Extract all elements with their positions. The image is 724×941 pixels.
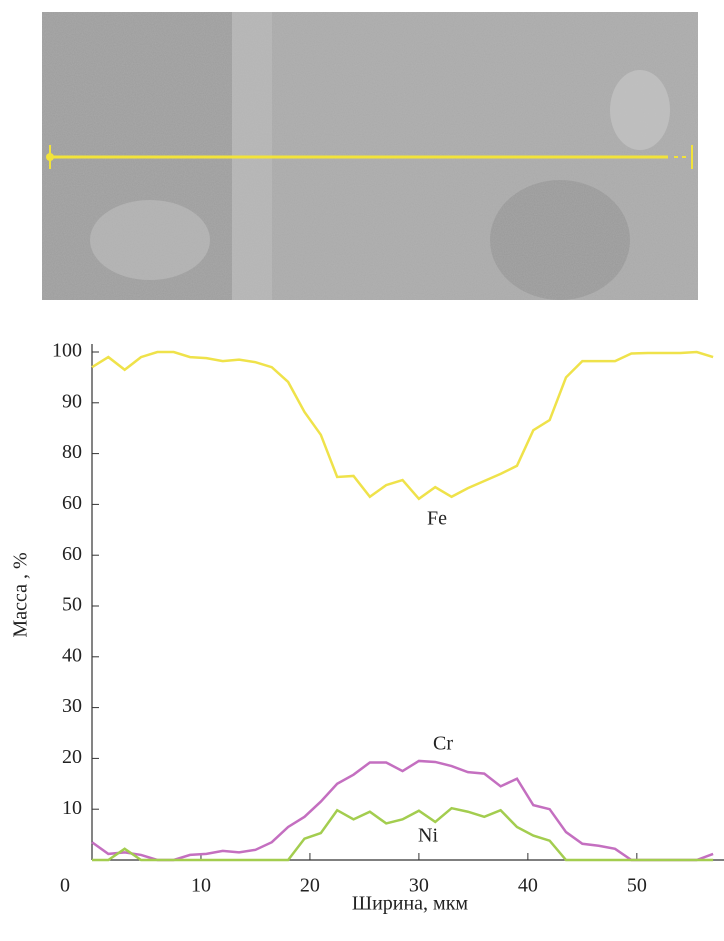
series-label: Ni [418,825,438,847]
x-tick-label: 20 [300,875,320,897]
series-line [91,759,714,862]
y-tick-label: 30 [62,695,82,717]
x-tick-label: 30 [409,875,429,897]
x-axis-title: Ширина, мкм [352,893,469,915]
y-tick-label: 60 [62,492,82,514]
y-tick-label: 60 [62,543,82,565]
series-line [92,806,714,862]
y-tick-label: 100 [52,340,82,362]
y-tick-label: 20 [62,746,82,768]
series-label: Fe [427,508,447,530]
x-tick-label: 0 [60,875,70,897]
x-tick-label: 10 [191,875,211,897]
y-tick-label: 40 [62,644,82,666]
y-tick-label: 10 [62,797,82,819]
x-tick-label: 40 [518,875,538,897]
y-axis-title: Масса , % [10,552,32,637]
series-line [91,350,714,501]
series-label: Cr [433,733,453,755]
x-tick-label: 50 [627,875,647,897]
y-tick-label: 50 [62,594,82,616]
micrograph [42,12,698,300]
y-tick-label: 80 [62,441,82,463]
y-tick-label: 90 [62,390,82,412]
